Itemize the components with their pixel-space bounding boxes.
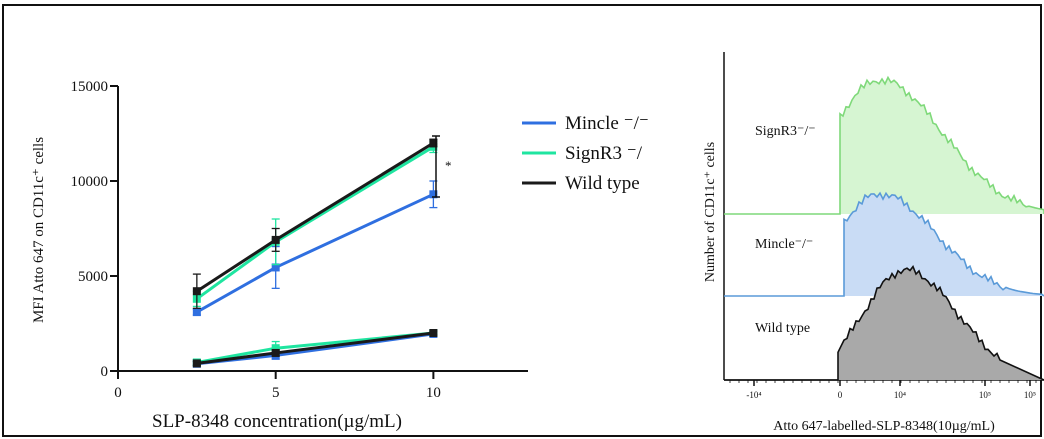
histogram-series-label: Mincle⁻/⁻: [755, 237, 813, 252]
data-point: [429, 190, 438, 199]
hist-x-tick-label: -10⁴: [746, 390, 761, 400]
y-tick-label: 15000: [71, 79, 109, 95]
series-line: [196, 331, 434, 365]
hist-x-tick-label: 10⁴: [894, 390, 906, 400]
data-point: [271, 235, 280, 244]
data-point: [271, 348, 280, 357]
histogram-areas: [724, 75, 1044, 381]
y-axis-title: MFI Atto 647 on CD11c⁺ cells: [31, 137, 47, 323]
histogram-outline: [724, 75, 1044, 215]
x-tick-group: 0 5 10: [114, 371, 441, 401]
hist-x-tick-label: 0: [838, 390, 843, 400]
hist-x-tick-label: 10⁵: [1024, 390, 1036, 400]
data-point: [192, 359, 201, 368]
data-point: [271, 344, 280, 353]
histogram-series-label: SignR3⁻/⁻: [755, 124, 816, 139]
line-chart: 0 5000 10000 15000 0 5 10 MFI Atto 647 on CD1…: [31, 79, 649, 432]
data-point: [192, 287, 201, 296]
x-tick-label: 5: [272, 385, 280, 401]
hist-y-axis-title: Number of CD11c⁺ cells: [703, 142, 718, 282]
line-chart-axes: [117, 86, 528, 372]
series-upper-1: [192, 140, 438, 308]
legend-label: Mincle ⁻/⁻: [565, 113, 649, 134]
data-point: [429, 329, 438, 337]
x-axis-title: SLP-8348 concentration(µg/mL): [152, 411, 402, 432]
histogram-fill: [724, 266, 1044, 380]
series-line: [196, 141, 435, 293]
y-tick-label: 5000: [78, 269, 108, 285]
figure-frame: [2, 4, 1042, 437]
legend-item: Mincle ⁻/⁻: [522, 113, 649, 134]
legend-label: Wild type: [565, 173, 640, 194]
series-upper-0: [192, 180, 438, 317]
legend: Mincle ⁻/⁻ SignR3 ⁻/ Wild type: [522, 113, 649, 194]
histogram-chart: SignR3⁻/⁻ Mincle⁻/⁻ Wild type -10⁴ 0 10⁴ 10⁵ 1…: [703, 52, 1044, 434]
histogram-fill: [724, 77, 1044, 214]
histogram-outline: [724, 264, 1044, 381]
hist-x-tick-label: 10⁵: [979, 390, 991, 400]
series-line: [196, 192, 435, 314]
data-point: [429, 139, 438, 147]
legend-item: Wild type: [522, 173, 640, 194]
significance-bracket: *: [432, 135, 452, 198]
y-tick-label: 10000: [71, 174, 109, 190]
legend-label: SignR3 ⁻/: [565, 143, 643, 164]
histogram-series-label: Wild type: [755, 321, 810, 336]
legend-item: SignR3 ⁻/: [522, 143, 643, 164]
hist-x-axis-title: Atto 647-labelled-SLP-8348(10µg/mL): [773, 419, 995, 434]
histogram-fill: [724, 193, 1044, 296]
x-tick-label: 10: [426, 385, 441, 401]
series-lower-5: [192, 329, 438, 368]
histogram-labels: SignR3⁻/⁻ Mincle⁻/⁻ Wild type: [755, 124, 816, 336]
y-tick-group: 0 5000 10000 15000: [71, 79, 118, 380]
hist-x-tick-group: -10⁴ 0 10⁴ 10⁵ 10⁵: [729, 380, 1037, 400]
x-tick-label: 0: [114, 385, 122, 401]
histogram-outline: [724, 191, 1044, 297]
series-upper-2: [192, 138, 438, 309]
series-line: [195, 145, 435, 301]
significance-star: *: [445, 158, 452, 173]
series-group: [192, 138, 438, 368]
data-point: [271, 263, 280, 272]
data-point: [192, 308, 201, 317]
y-tick-label: 0: [101, 364, 109, 380]
